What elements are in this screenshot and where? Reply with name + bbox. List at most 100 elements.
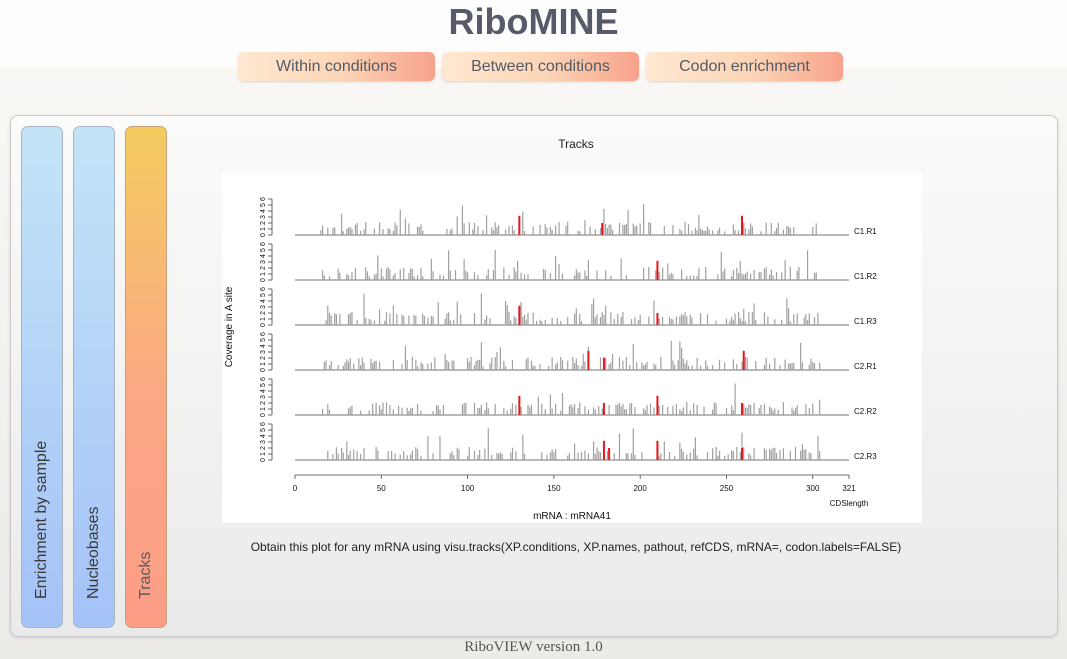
coverage-bar bbox=[618, 402, 621, 415]
coverage-bar bbox=[325, 320, 327, 325]
coverage-bar bbox=[479, 407, 481, 415]
coverage-bar bbox=[430, 258, 432, 280]
coverage-bar bbox=[335, 314, 338, 325]
coverage-bar bbox=[420, 267, 422, 280]
coverage-bar bbox=[629, 403, 631, 415]
coverage-bar bbox=[322, 270, 324, 280]
coverage-bar bbox=[679, 228, 681, 235]
coverage-bar bbox=[363, 362, 365, 370]
y-tick-label: 1 bbox=[260, 317, 267, 321]
coverage-bar bbox=[744, 321, 747, 325]
coverage-bar bbox=[736, 447, 738, 460]
coverage-bar bbox=[551, 357, 553, 370]
coverage-bar bbox=[577, 452, 579, 460]
coverage-bar bbox=[484, 410, 486, 415]
coverage-bar bbox=[731, 405, 733, 415]
sidebar-tab-enrichment-by-sample[interactable]: Enrichment by sample bbox=[21, 126, 63, 628]
tab-within-conditions[interactable]: Within conditions bbox=[238, 52, 435, 81]
plot-caption: Obtain this plot for any mRNA using visu… bbox=[250, 540, 902, 554]
coverage-bar bbox=[532, 226, 534, 235]
coverage-bar bbox=[544, 409, 546, 415]
coverage-bar bbox=[415, 359, 417, 370]
coverage-bar bbox=[551, 229, 553, 235]
coverage-bar bbox=[684, 222, 686, 235]
highlight-bar bbox=[740, 403, 743, 415]
coverage-bar bbox=[351, 405, 353, 415]
y-tick-label: 6 bbox=[260, 197, 267, 201]
coverage-bar bbox=[746, 407, 748, 415]
coverage-bar bbox=[498, 453, 500, 460]
coverage-bar bbox=[796, 270, 798, 280]
coverage-bar bbox=[503, 361, 505, 370]
coverage-bar bbox=[615, 404, 617, 415]
coverage-bar bbox=[560, 410, 562, 415]
coverage-bar bbox=[573, 443, 576, 460]
coverage-bar bbox=[813, 272, 816, 280]
coverage-bar bbox=[693, 403, 695, 415]
coverage-bar bbox=[413, 276, 415, 280]
coverage-bar bbox=[643, 408, 645, 415]
coverage-bar bbox=[632, 223, 634, 235]
coverage-bar bbox=[463, 223, 465, 235]
coverage-bar bbox=[699, 228, 702, 235]
coverage-bar bbox=[668, 274, 671, 280]
y-tick-label: 5 bbox=[260, 383, 267, 387]
coverage-bar bbox=[793, 362, 795, 370]
coverage-bar bbox=[368, 318, 370, 325]
coverage-bar bbox=[715, 446, 717, 460]
coverage-bar bbox=[743, 403, 745, 415]
coverage-bar bbox=[592, 298, 595, 325]
y-tick-label: 2 bbox=[260, 221, 267, 225]
coverage-bar bbox=[484, 319, 486, 325]
coverage-bar bbox=[586, 275, 588, 280]
coverage-bar bbox=[789, 363, 791, 370]
coverage-bar bbox=[373, 228, 375, 235]
coverage-bar bbox=[679, 316, 681, 325]
coverage-bar bbox=[674, 456, 676, 460]
coverage-bar bbox=[399, 454, 401, 460]
coverage-bar bbox=[508, 274, 510, 280]
coverage-bar bbox=[453, 455, 455, 460]
coverage-bar bbox=[599, 317, 602, 325]
tab-between-conditions[interactable]: Between conditions bbox=[442, 52, 639, 81]
coverage-bar bbox=[667, 263, 669, 280]
coverage-bar bbox=[803, 449, 805, 460]
coverage-bar bbox=[718, 227, 721, 235]
coverage-bar bbox=[327, 404, 329, 415]
coverage-bar bbox=[696, 357, 698, 370]
highlight-bar bbox=[608, 448, 611, 460]
coverage-bar bbox=[805, 449, 807, 460]
coverage-bar bbox=[763, 312, 766, 325]
coverage-bar bbox=[712, 409, 714, 415]
coverage-bar bbox=[558, 222, 560, 235]
coverage-bar bbox=[646, 361, 648, 370]
coverage-bar bbox=[473, 365, 476, 370]
coverage-bar bbox=[420, 362, 422, 370]
coverage-bar bbox=[787, 308, 790, 325]
coverage-bar bbox=[332, 227, 334, 235]
coverage-bar bbox=[643, 365, 645, 370]
coverage-bar bbox=[380, 268, 382, 280]
coverage-bar bbox=[670, 340, 672, 370]
coverage-bar bbox=[717, 230, 719, 235]
coverage-bar bbox=[774, 447, 776, 460]
coverage-bar bbox=[793, 410, 795, 415]
coverage-bar bbox=[463, 402, 465, 415]
coverage-bar bbox=[351, 271, 353, 280]
coverage-bar bbox=[653, 363, 655, 370]
coverage-bar bbox=[741, 273, 743, 280]
coverage-bar bbox=[584, 450, 586, 460]
coverage-bar bbox=[403, 267, 405, 280]
coverage-bar bbox=[743, 274, 745, 280]
coverage-bar bbox=[787, 363, 790, 370]
sidebar-tab-tracks[interactable]: Tracks bbox=[125, 126, 167, 628]
coverage-bar bbox=[732, 270, 734, 280]
coverage-bar bbox=[613, 453, 615, 460]
coverage-bar bbox=[323, 361, 325, 370]
coverage-bar bbox=[625, 357, 627, 370]
tab-codon-enrichment[interactable]: Codon enrichment bbox=[646, 52, 843, 81]
highlight-bar bbox=[602, 403, 605, 415]
coverage-bar bbox=[594, 229, 596, 235]
coverage-bar bbox=[539, 364, 541, 370]
sidebar-tab-nucleobases[interactable]: Nucleobases bbox=[73, 126, 115, 628]
